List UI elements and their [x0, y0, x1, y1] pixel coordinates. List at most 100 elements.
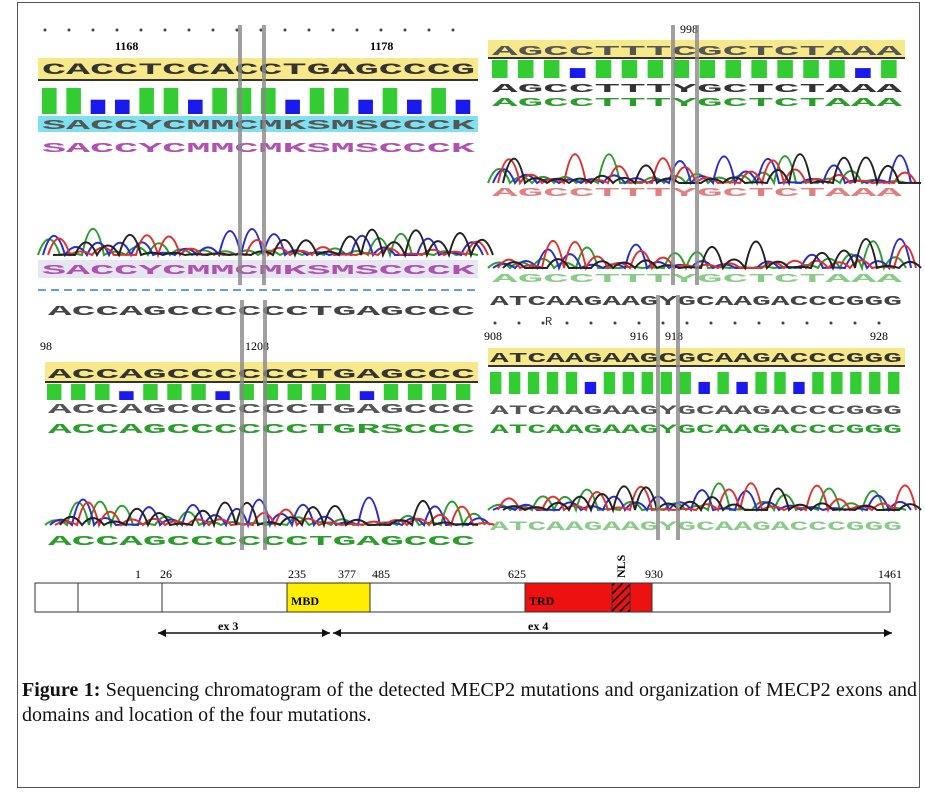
domain-label: TRD [529, 594, 555, 608]
quality-bar [869, 372, 881, 394]
quality-bar [191, 384, 206, 400]
arrow-head [884, 629, 892, 637]
exon-label: ex 3 [218, 619, 238, 633]
quality-bar [698, 381, 710, 394]
quality-bar [725, 60, 741, 78]
quality-bar [736, 381, 748, 394]
quality-bar [647, 60, 664, 78]
caption-label: Figure 1: [22, 679, 101, 701]
quality-bar [66, 88, 81, 114]
dot [379, 28, 383, 32]
dot [211, 28, 215, 32]
dot [91, 28, 95, 32]
quality-bar [167, 384, 182, 400]
figure-frame [17, 2, 920, 788]
quality-bar [139, 88, 154, 114]
quality-bar [407, 384, 423, 400]
quality-bar [95, 384, 110, 400]
quality-bar [455, 99, 471, 114]
dot [517, 321, 521, 325]
nls-box [611, 582, 631, 613]
quality-bar [565, 372, 578, 394]
dot [853, 321, 857, 325]
quality-bar [660, 372, 672, 394]
exon-label: ex 4 [528, 619, 548, 633]
trace [497, 239, 917, 272]
sequence-row: SACCYCMMCMKSMSCCCK [42, 118, 477, 134]
dot [541, 321, 545, 325]
dot [637, 321, 641, 325]
quality-bar [881, 60, 897, 78]
position-label: 998 [680, 22, 698, 36]
quality-bar [212, 88, 227, 114]
quality-bar [717, 372, 729, 394]
quality-bar [622, 372, 635, 394]
position-label: 98 [40, 339, 52, 353]
dot [43, 28, 47, 32]
dot [589, 321, 593, 325]
sequence-row: ATCAAGAAGCGCAAGACCCGGG [490, 351, 902, 367]
quality-bar [829, 60, 845, 78]
dot [67, 28, 71, 32]
quality-bar [543, 60, 560, 78]
position-label: 1 [135, 567, 141, 581]
row-band [38, 116, 478, 132]
quality-bar [699, 60, 716, 78]
quality-bar [855, 68, 871, 78]
quality-bar [774, 372, 786, 394]
cursor-line [676, 295, 680, 540]
quality-bar [335, 384, 351, 400]
position-label: 930 [645, 567, 663, 581]
reference-band [488, 348, 905, 366]
quality-bar [215, 391, 230, 400]
position-label: 928 [870, 329, 888, 343]
quality-bar [47, 384, 62, 400]
cursor-line [671, 25, 675, 285]
trace [497, 482, 917, 513]
quality-bar [603, 372, 616, 394]
trace [502, 485, 922, 514]
position-label: 916 [630, 329, 648, 343]
dot [259, 28, 263, 32]
dot [877, 321, 881, 325]
nls-label: NLS [614, 554, 628, 578]
position-label: 1168 [115, 39, 138, 53]
dot [163, 28, 167, 32]
quality-bar [812, 372, 824, 394]
quality-bar [263, 384, 278, 400]
quality-bar [309, 88, 325, 114]
quality-bar [383, 384, 399, 400]
arrow-head [333, 629, 341, 637]
quality-bar [546, 372, 559, 394]
trace [502, 153, 922, 187]
mark-label: R [545, 315, 552, 329]
cursor-line [262, 25, 266, 285]
sequence-row: ATCAAGAAGYGCAAGACCCGGG [490, 519, 902, 534]
quality-bar [508, 372, 521, 394]
trace [59, 500, 479, 529]
quality-bar [492, 60, 508, 78]
quality-bar [793, 381, 805, 394]
dot [427, 28, 431, 32]
quality-bar [115, 99, 130, 114]
dot [661, 321, 665, 325]
cursor-line [695, 25, 699, 285]
position-label: 26 [160, 567, 172, 581]
sequence-row: ATCAAGAAGYGCAAGACCCGGG [490, 294, 902, 310]
quality-bar [517, 60, 534, 78]
domain-box [286, 582, 371, 613]
quality-bar [188, 99, 203, 114]
quality-bar [888, 372, 900, 394]
quality-bar [431, 88, 446, 114]
cursor-line [240, 300, 244, 550]
sequence-row: ATCAAGAAGYGCAAGACCCGGG [490, 422, 902, 437]
quality-bar [285, 99, 300, 114]
dot [829, 321, 833, 325]
position-label: 908 [484, 329, 502, 343]
cursor-line [238, 25, 242, 285]
quality-bar [143, 384, 158, 400]
quality-bar [584, 381, 597, 394]
trace [52, 228, 494, 259]
domain-label: MBD [291, 594, 319, 608]
quality-bar [334, 88, 349, 114]
